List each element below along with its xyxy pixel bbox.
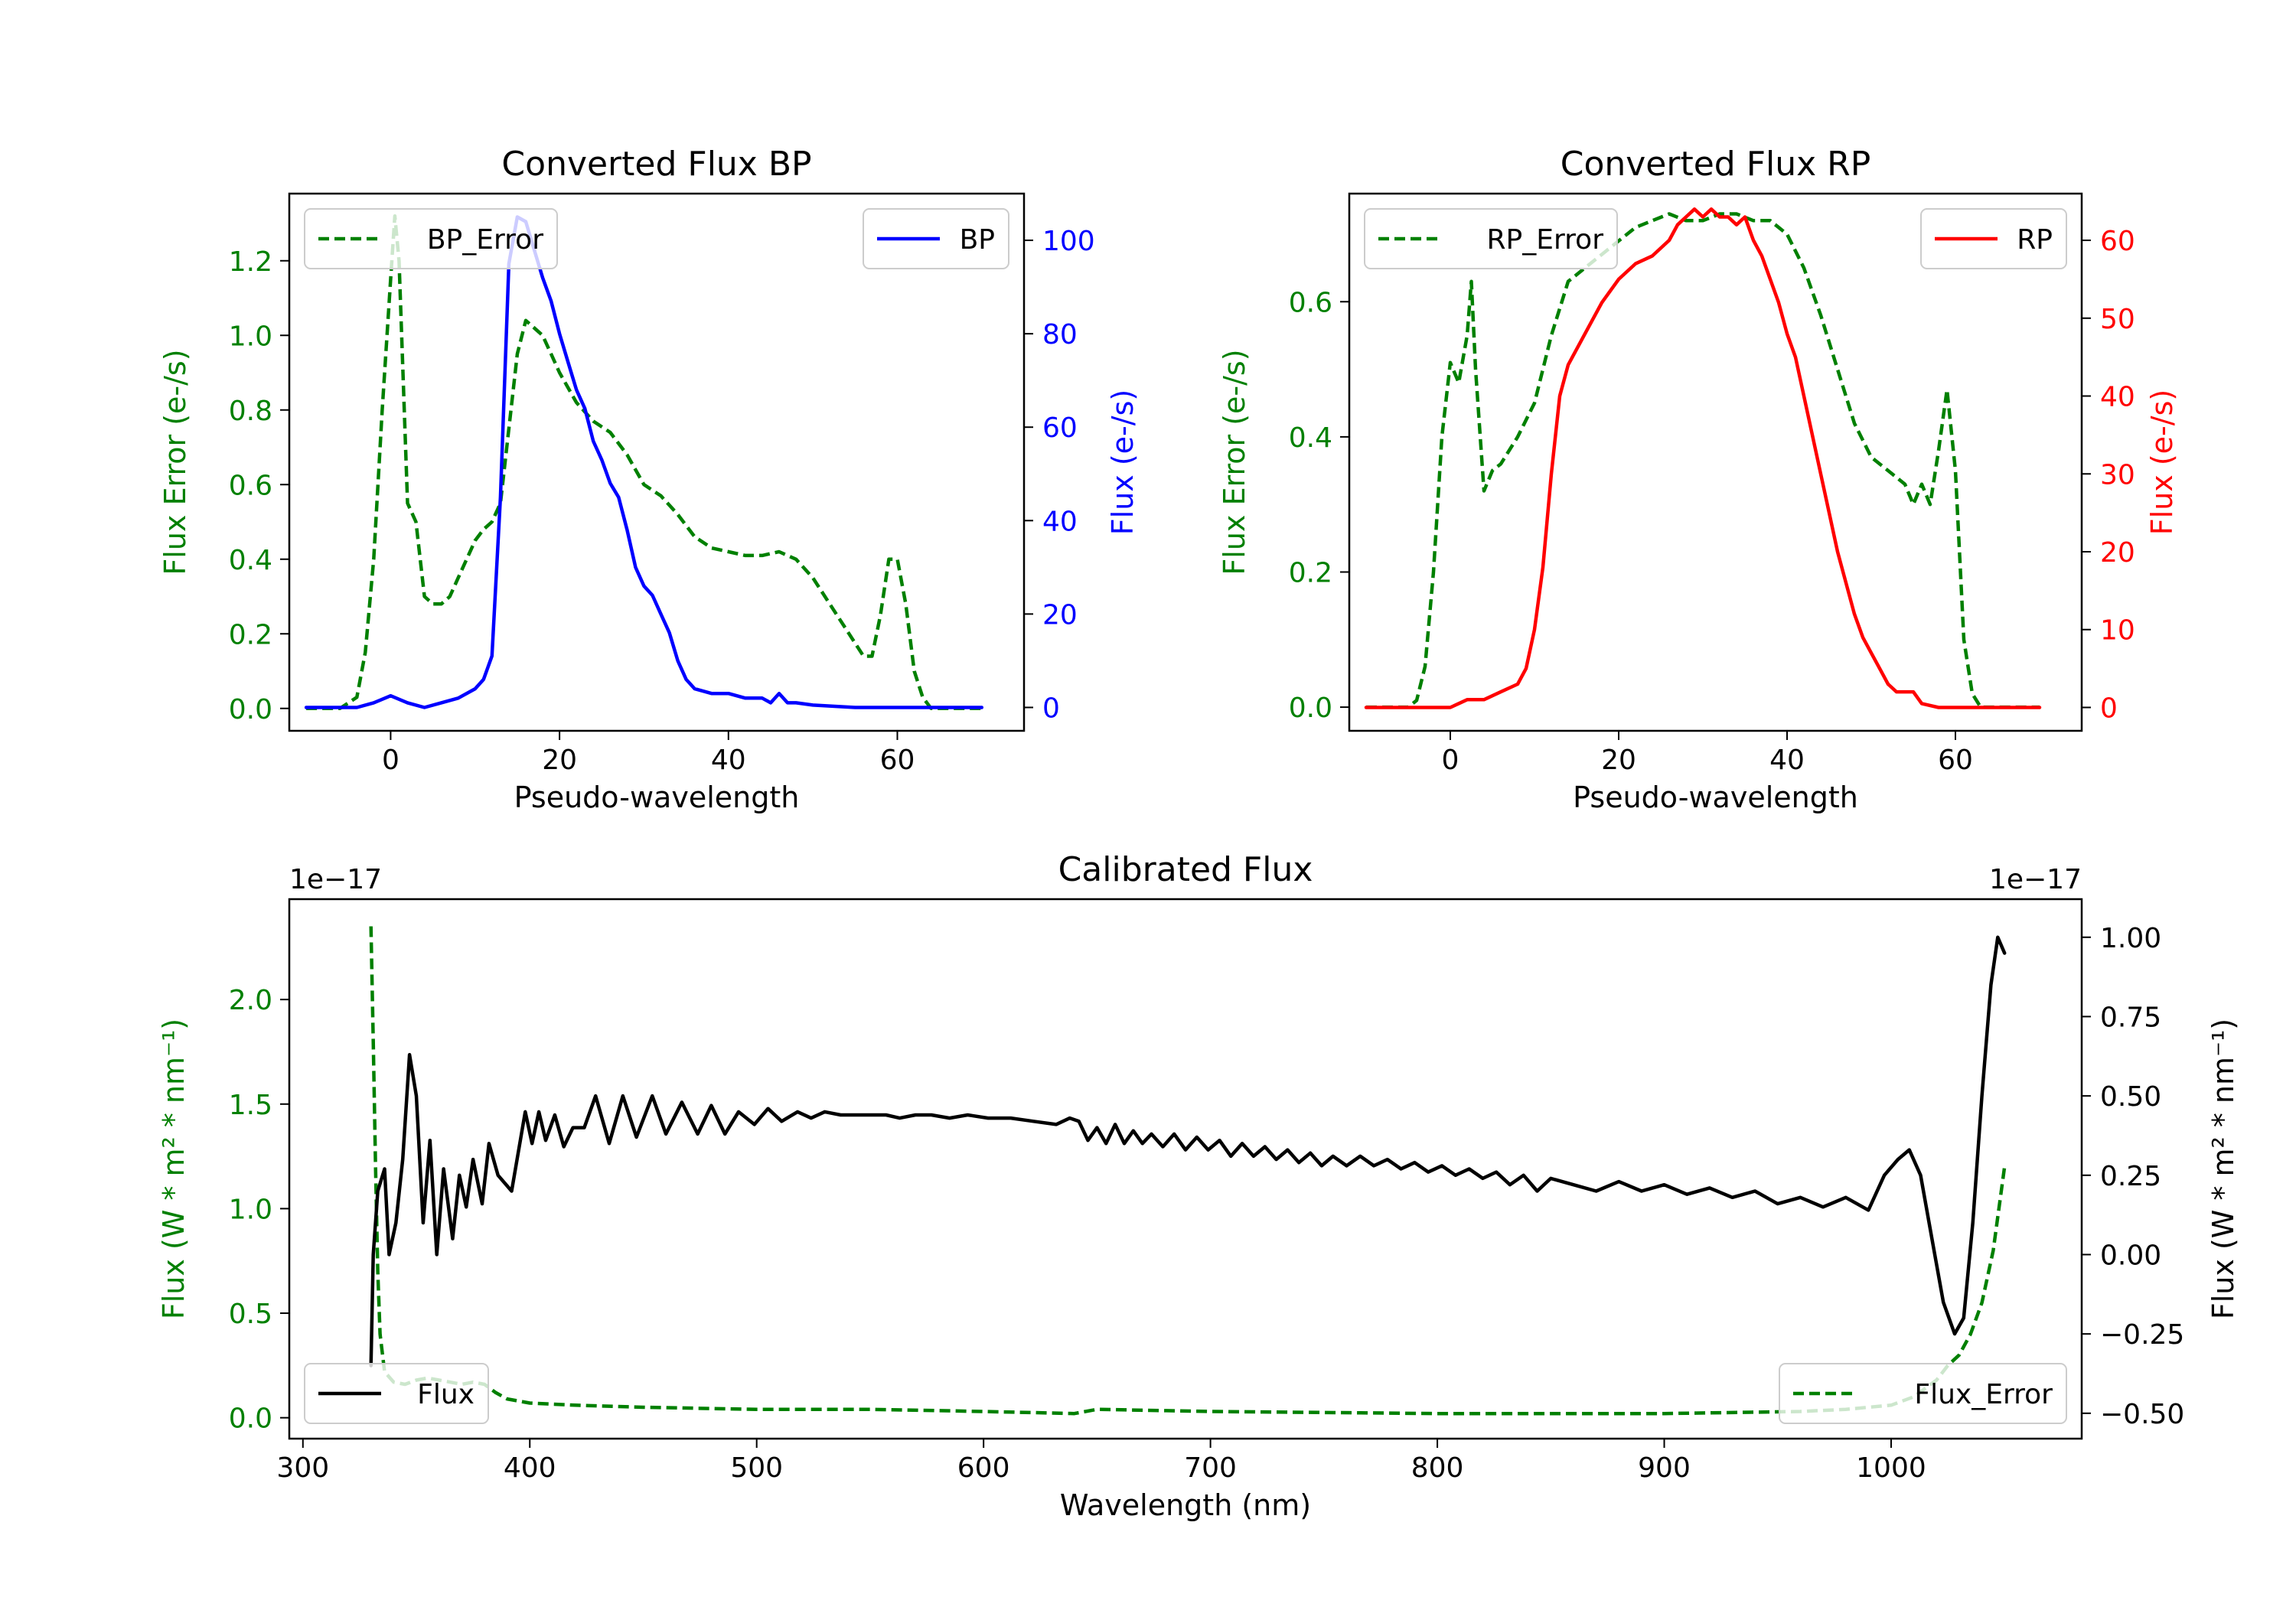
- legend-box: [1779, 1363, 2067, 1424]
- legend-label: BP: [960, 224, 995, 256]
- y-left-tick-label: 0.2: [1289, 557, 1332, 588]
- series-line-rp: [1364, 207, 2042, 709]
- legend-box: [304, 1363, 489, 1424]
- x-tick-label: 1000: [1856, 1452, 1926, 1484]
- x-tick-label: 20: [1601, 745, 1636, 776]
- y-right-tick-label: 0.75: [2100, 1002, 2161, 1033]
- legend-label: RP: [2017, 224, 2053, 256]
- y-right-tick-label: 40: [1042, 506, 1078, 537]
- y-right-tick-label: −0.25: [2100, 1319, 2184, 1351]
- y-right-tick-label: 100: [1042, 226, 1095, 257]
- legend-bp-error: BP_Error: [304, 208, 558, 269]
- y-right-tick-label: 30: [2100, 459, 2135, 491]
- y-left-tick-label: 0.0: [1289, 693, 1332, 724]
- rp-panel: 0 20 40 60 0.0 0.2 0.4 0.6 0 10 20 30 40 50 60 Converte…: [1218, 145, 2179, 814]
- y-left-tick-label: 0.0: [229, 1403, 272, 1435]
- y-right-axis-label: Flux (e-/s): [1106, 390, 1140, 535]
- y-right-tick-label: 80: [1042, 319, 1078, 350]
- x-tick-label: 400: [504, 1452, 556, 1484]
- y-left-tick-label: 1.2: [229, 246, 272, 278]
- calibrated-panel: 300 400 500 600 700 800 900 1000 0.0 0.5 1.0 1.5 2.0…: [157, 850, 2240, 1522]
- y-right-tick-label: 0.50: [2100, 1081, 2161, 1113]
- y-left-tick-label: 0.4: [229, 545, 272, 576]
- y-left-tick-label: 1.5: [229, 1090, 272, 1121]
- y-right-tick-label: 0.25: [2100, 1161, 2161, 1192]
- x-tick-label: 0: [382, 745, 400, 776]
- x-tick-label: 60: [1938, 745, 1973, 776]
- legend-box: [1364, 208, 1618, 269]
- legend-label: Flux_Error: [1914, 1379, 2053, 1410]
- chart-title: Converted Flux BP: [501, 145, 811, 184]
- x-tick-label: 20: [542, 745, 577, 776]
- legend-flux: Flux: [304, 1363, 489, 1424]
- y-left-axis-label: Flux Error (e-/s): [1218, 349, 1251, 575]
- y-left-tick-label: 0.6: [229, 470, 272, 501]
- series-line-bp-error: [306, 214, 982, 711]
- y-left-axis-label: Flux (W * m² * nm⁻¹): [157, 1019, 191, 1319]
- series-line-rp-error: [1366, 212, 2040, 709]
- y-left-tick-label: 1.0: [229, 321, 272, 352]
- y-right-tick-label: 0.00: [2100, 1240, 2161, 1271]
- legend-bp: BP: [863, 208, 1009, 269]
- x-tick-label: 600: [957, 1452, 1010, 1484]
- y-right-axis-label: Flux (e-/s): [2145, 390, 2179, 535]
- y-right-tick-label: 40: [2100, 382, 2135, 413]
- x-tick-label: 300: [276, 1452, 329, 1484]
- y-right-tick-label: 1.00: [2100, 923, 2161, 954]
- x-tick-label: 700: [1184, 1452, 1237, 1484]
- y-right-offset-label: 1e−17: [1989, 864, 2082, 895]
- legend-rp: RP: [1920, 208, 2067, 269]
- x-tick-label: 60: [880, 745, 915, 776]
- legend-label: RP_Error: [1487, 224, 1604, 256]
- y-left-offset-label: 1e−17: [289, 864, 382, 895]
- y-left-tick-label: 1.0: [229, 1194, 272, 1225]
- y-right-tick-label: 0: [1042, 693, 1060, 724]
- x-axis-label: Pseudo-wavelength: [1573, 781, 1858, 814]
- y-left-tick-label: 0.0: [229, 694, 272, 725]
- y-right-tick-label: 10: [2100, 615, 2135, 647]
- x-axis-label: Pseudo-wavelength: [514, 781, 800, 814]
- y-right-tick-label: 60: [2100, 226, 2135, 257]
- x-tick-label: 0: [1442, 745, 1459, 776]
- x-axis-label: Wavelength (nm): [1060, 1488, 1311, 1522]
- axes-frame: [288, 192, 1026, 732]
- y-right-tick-label: 20: [1042, 599, 1078, 631]
- bp-panel: 0 20 40 60 0.0 0.2 0.4 0.6 0.8 1.0 1.2 0 20 40 60 80 100…: [158, 145, 1140, 814]
- plot-area: [1364, 207, 2042, 709]
- y-left-tick-label: 0.4: [1289, 422, 1332, 454]
- x-tick-label: 40: [711, 745, 746, 776]
- y-right-tick-label: 20: [2100, 537, 2135, 569]
- legend-box: [304, 208, 558, 269]
- legend-flux-error: Flux_Error: [1779, 1363, 2067, 1424]
- y-left-tick-label: 0.5: [229, 1299, 272, 1330]
- plot-area: [304, 214, 984, 711]
- y-left-tick-label: 0.8: [229, 396, 272, 427]
- legend-label: Flux: [417, 1379, 475, 1410]
- y-left-tick-label: 2.0: [229, 985, 272, 1016]
- x-tick-label: 800: [1411, 1452, 1464, 1484]
- y-right-axis-label: Flux (W * m² * nm⁻¹): [2206, 1019, 2240, 1319]
- x-tick-label: 900: [1638, 1452, 1691, 1484]
- series-line-flux: [369, 935, 2007, 1367]
- y-right-tick-label: −0.50: [2100, 1399, 2184, 1430]
- y-left-tick-label: 0.2: [229, 619, 272, 650]
- y-left-tick-label: 0.6: [1289, 287, 1332, 318]
- y-right-tick-label: 60: [1042, 412, 1078, 444]
- axes-frame: [288, 898, 2083, 1440]
- y-left-axis-label: Flux Error (e-/s): [158, 349, 192, 575]
- x-tick-label: 40: [1769, 745, 1805, 776]
- x-tick-label: 500: [730, 1452, 783, 1484]
- legend-label: BP_Error: [427, 224, 543, 256]
- axes-frame: [1348, 192, 2083, 732]
- series-line-bp: [304, 215, 984, 709]
- y-right-tick-label: 0: [2100, 693, 2118, 724]
- y-right-tick-label: 50: [2100, 304, 2135, 335]
- legend-rp-error: RP_Error: [1364, 208, 1618, 269]
- chart-title: Calibrated Flux: [1058, 850, 1313, 889]
- chart-title: Converted Flux RP: [1561, 145, 1871, 184]
